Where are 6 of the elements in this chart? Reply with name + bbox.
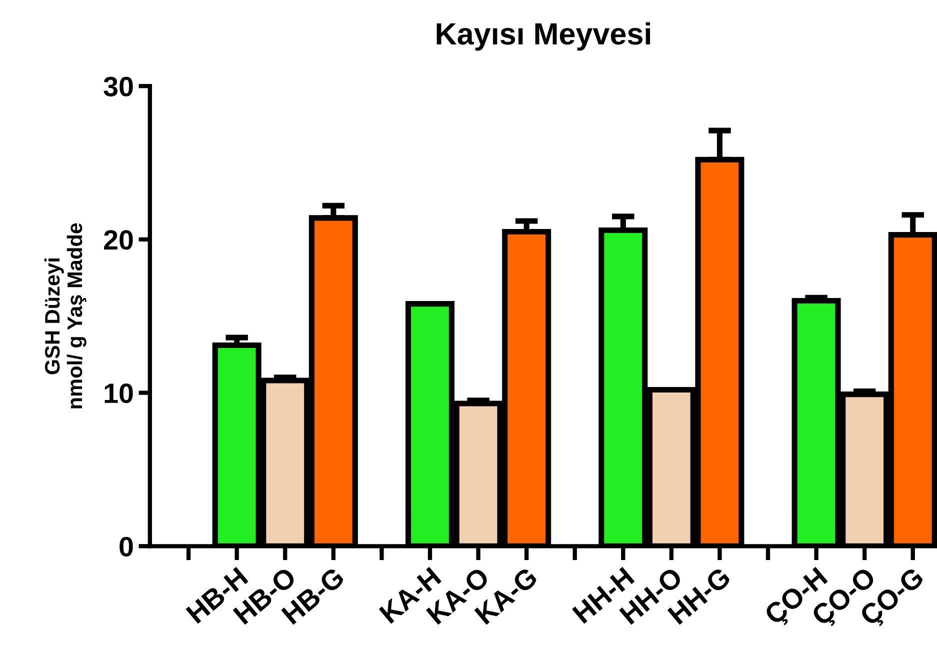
chart-title: Kayısı Meyvesi — [436, 22, 650, 51]
y-tick-label: 10 — [104, 383, 133, 404]
y-tick-label: 20 — [104, 230, 133, 250]
y-tick-label: 0 — [120, 536, 133, 556]
y-tick-label: 30 — [104, 76, 133, 96]
y-axis-title: GSH Düzeyi nmol/ g Yaş Madde — [44, 223, 86, 408]
